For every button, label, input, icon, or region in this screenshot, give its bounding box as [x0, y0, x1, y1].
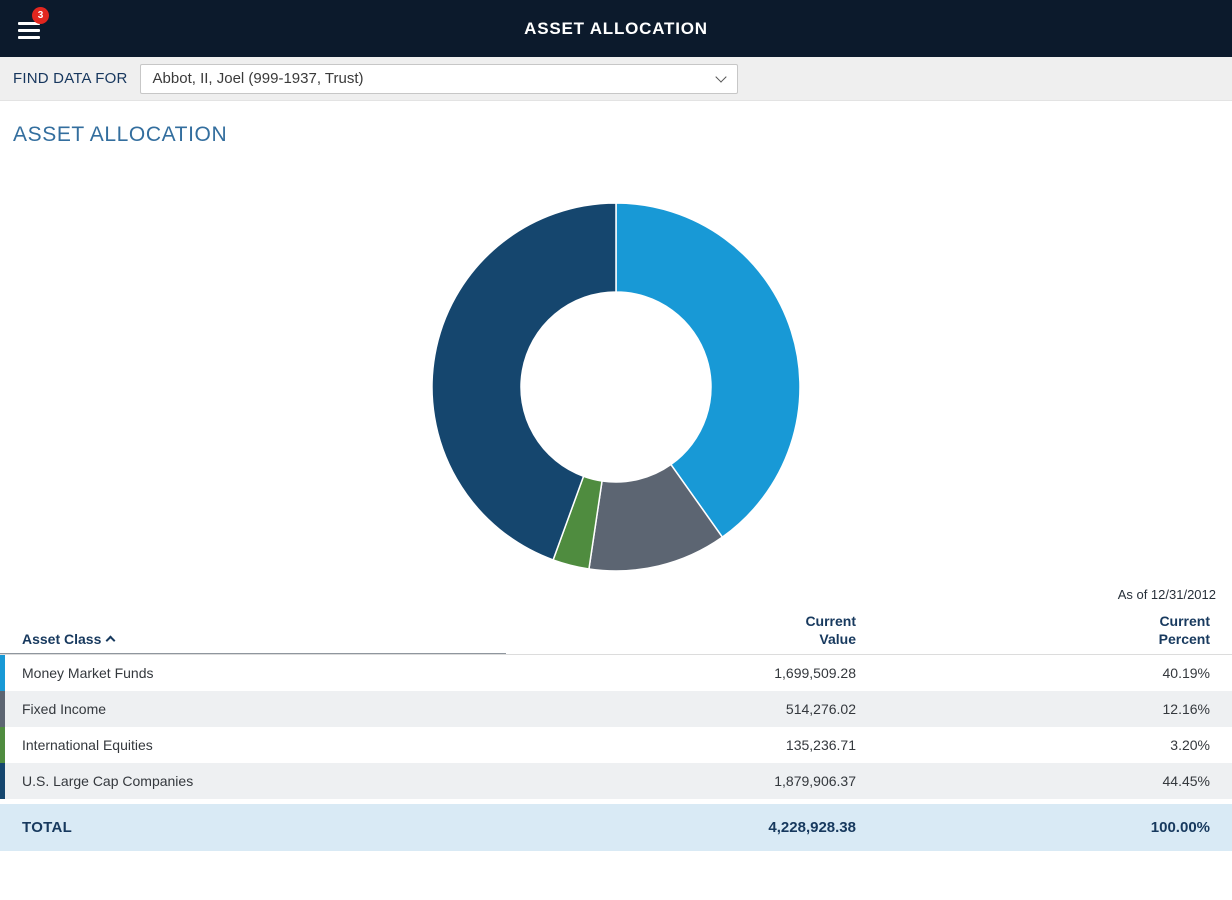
app-title: ASSET ALLOCATION [524, 18, 708, 38]
menu-button[interactable]: 3 [18, 7, 49, 42]
current-value-header: Current Value [805, 613, 856, 648]
row-color-bar [0, 727, 5, 764]
table-row: Fixed Income 514,276.02 12.16% [0, 691, 1232, 728]
hamburger-icon [18, 21, 48, 39]
chevron-down-icon [714, 70, 727, 83]
table-row: U.S. Large Cap Companies 1,879,906.37 44… [0, 763, 1232, 800]
asset-allocation-table: Asset Class Current Value Current Percen… [0, 612, 1232, 852]
notification-badge: 3 [32, 7, 49, 24]
find-data-selected-value: Abbot, II, Joel (999-1937, Trust) [152, 70, 364, 87]
donut-svg [431, 202, 801, 572]
find-data-bar: FIND DATA FOR Abbot, II, Joel (999-1937,… [0, 57, 1232, 101]
row-color-bar [0, 691, 5, 728]
asset-allocation-donut-chart [430, 201, 802, 573]
page-title: ASSET ALLOCATION [13, 123, 228, 146]
row-color-bar [0, 655, 5, 692]
table-row: International Equities 135,236.71 3.20% [0, 727, 1232, 764]
row-color-bar [0, 763, 5, 800]
sort-ascending-icon [105, 635, 116, 646]
table-header-row: Asset Class Current Value Current Percen… [0, 612, 1232, 656]
sort-asset-class-header[interactable]: Asset Class [0, 631, 506, 655]
table-row: Money Market Funds 1,699,509.28 40.19% [0, 655, 1232, 692]
table-total-row: TOTAL 4,228,928.38 100.00% [0, 804, 1232, 852]
as-of-date: As of 12/31/2012 [1117, 587, 1216, 602]
current-percent-header: Current Percent [1158, 613, 1210, 648]
top-app-bar: 3 ASSET ALLOCATION [0, 0, 1232, 57]
find-data-select[interactable]: Abbot, II, Joel (999-1937, Trust) [139, 63, 738, 94]
asset-class-header-label: Asset Class [22, 631, 102, 648]
find-data-label: FIND DATA FOR [13, 70, 128, 87]
